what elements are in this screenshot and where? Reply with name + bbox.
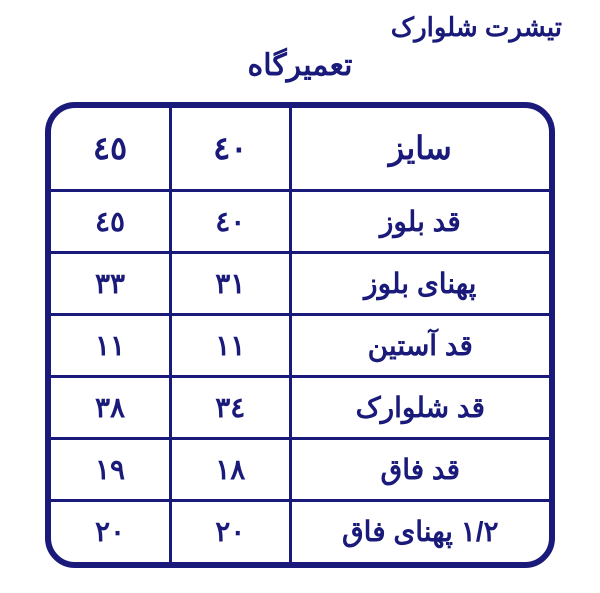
row-size-45: ٣٨ [51,376,171,438]
row-size-45: ١٩ [51,438,171,500]
pretitle: تیشرت شلوارک [391,12,562,43]
header-size-40: ٤٠ [171,108,291,190]
row-size-40: ٣١ [171,252,291,314]
table-row: قد آستین ١١ ١١ [51,314,549,376]
header-size-45: ٤٥ [51,108,171,190]
size-table-container: سایز ٤٠ ٤٥ قد بلوز ٤٠ ٤٥ پهنای بلوز ٣١ ٣… [45,102,555,568]
row-size-40: ٤٠ [171,190,291,252]
header-label: سایز [290,108,549,190]
table-header-row: سایز ٤٠ ٤٥ [51,108,549,190]
row-size-40: ٣٤ [171,376,291,438]
row-size-45: ٤٥ [51,190,171,252]
row-size-40: ١٨ [171,438,291,500]
size-table: سایز ٤٠ ٤٥ قد بلوز ٤٠ ٤٥ پهنای بلوز ٣١ ٣… [51,108,549,562]
row-size-40: ٢٠ [171,500,291,562]
row-label: قد آستین [290,314,549,376]
row-size-40: ١١ [171,314,291,376]
row-label: قد شلوارک [290,376,549,438]
table-row: ١/٢ پهنای فاق ٢٠ ٢٠ [51,500,549,562]
row-label: پهنای بلوز [290,252,549,314]
row-label: قد بلوز [290,190,549,252]
table-row: قد بلوز ٤٠ ٤٥ [51,190,549,252]
row-size-45: ١١ [51,314,171,376]
page-title: تعمیرگاه [0,48,600,83]
table-row: پهنای بلوز ٣١ ٣٣ [51,252,549,314]
row-size-45: ٣٣ [51,252,171,314]
table-row: قد شلوارک ٣٤ ٣٨ [51,376,549,438]
row-label: ١/٢ پهنای فاق [290,500,549,562]
row-size-45: ٢٠ [51,500,171,562]
size-table-border: سایز ٤٠ ٤٥ قد بلوز ٤٠ ٤٥ پهنای بلوز ٣١ ٣… [45,102,555,568]
table-row: قد فاق ١٨ ١٩ [51,438,549,500]
row-label: قد فاق [290,438,549,500]
